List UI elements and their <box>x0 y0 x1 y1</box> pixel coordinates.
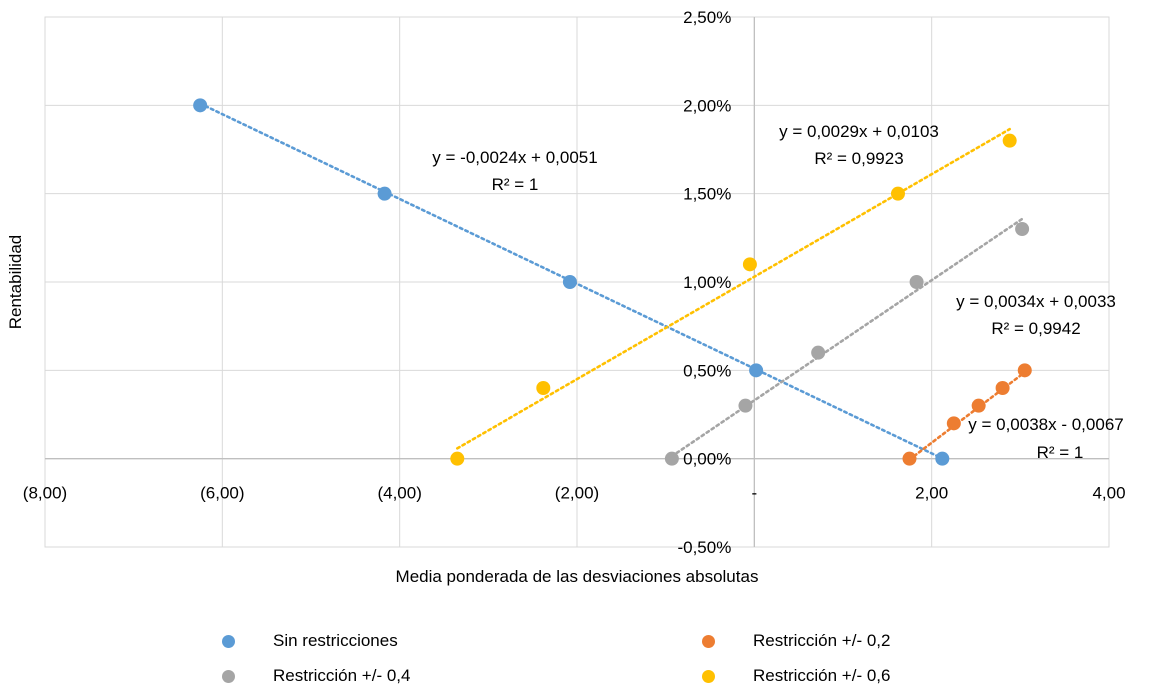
trendline-2 <box>670 217 1024 458</box>
data-point-2 <box>909 275 924 289</box>
x-axis-title: Media ponderada de las desviaciones abso… <box>396 567 759 586</box>
data-point-0 <box>377 186 392 201</box>
trendline-r2: R² = 1 <box>492 175 539 194</box>
y-tick-label: -0,50% <box>677 538 731 557</box>
data-point-0 <box>193 98 208 113</box>
trendline-equation: y = -0,0024x + 0,0051 <box>432 148 597 167</box>
trendline-r2: R² = 1 <box>1037 443 1084 462</box>
data-point-3 <box>742 257 757 272</box>
data-point-1 <box>1017 363 1032 378</box>
data-point-0 <box>935 451 950 466</box>
trendline-equation: y = 0,0034x + 0,0033 <box>956 292 1116 311</box>
legend-item-restriccion-02: Restricción +/- 0,2 <box>702 631 890 651</box>
trendline-equation: y = 0,0038x - 0,0067 <box>968 415 1123 434</box>
trendline-r2: R² = 0,9923 <box>814 149 903 168</box>
data-point-1 <box>995 381 1010 395</box>
y-tick-label: 0,00% <box>683 450 731 469</box>
data-point-2 <box>664 451 679 466</box>
legend-marker-icon <box>702 634 715 648</box>
legend-label: Sin restricciones <box>273 631 398 650</box>
legend-item-sin-restricciones: Sin restricciones <box>222 631 398 651</box>
grid <box>44 16 1110 548</box>
trendline-r2: R² = 0,9942 <box>991 319 1080 338</box>
data-point-1 <box>971 398 986 413</box>
data-point-3 <box>890 186 905 201</box>
data-point-3 <box>536 381 551 395</box>
trendline-3 <box>455 127 1011 450</box>
data-point-2 <box>738 398 753 413</box>
y-axis-title: Rentabilidad <box>6 235 25 330</box>
legend-label: Restricción +/- 0,2 <box>753 631 891 650</box>
data-point-1 <box>946 416 961 431</box>
data-point-2 <box>811 345 826 360</box>
legend-item-restriccion-06: Restricción +/- 0,6 <box>702 666 890 686</box>
data-point-0 <box>562 275 577 289</box>
trendline-equation: y = 0,0029x + 0,0103 <box>779 122 939 141</box>
legend-item-restriccion-04: Restricción +/- 0,4 <box>222 666 410 686</box>
y-tick-label: 1,50% <box>683 185 731 204</box>
y-tick-label: 1,00% <box>683 273 731 292</box>
data-point-0 <box>749 363 764 378</box>
x-tick-label: (8,00) <box>23 484 67 503</box>
y-tick-label: 2,00% <box>683 96 731 115</box>
x-tick-label: (4,00) <box>377 484 421 503</box>
x-tick-label: 2,00 <box>915 484 948 503</box>
x-tick-label: (2,00) <box>555 484 599 503</box>
x-tick-label: 4,00 <box>1092 484 1125 503</box>
data-point-3 <box>450 451 465 466</box>
x-tick-label: (6,00) <box>200 484 244 503</box>
data-point-1 <box>902 451 917 466</box>
legend: Sin restricciones Restricción +/- 0,2 Re… <box>0 631 1166 685</box>
labels: (8,00) (6,00) (4,00) (2,00) - 2,00 4,00 -0,50% 0… <box>23 8 1126 557</box>
y-tick-label: 2,50% <box>683 8 731 27</box>
legend-label: Restricción +/- 0,4 <box>273 666 411 685</box>
axes <box>45 17 1109 547</box>
data-point-2 <box>1015 222 1030 236</box>
y-tick-label: 0,50% <box>683 361 731 380</box>
legend-marker-icon <box>222 669 235 683</box>
data-point-3 <box>1002 133 1017 148</box>
legend-marker-icon <box>702 669 715 683</box>
legend-marker-icon <box>222 634 235 648</box>
x-tick-label: - <box>751 484 757 503</box>
data-points <box>193 98 1032 466</box>
legend-label: Restricción +/- 0,6 <box>753 666 891 685</box>
scatter-chart: (8,00) (6,00) (4,00) (2,00) - 2,00 4,00 -0,50% 0… <box>6 8 1126 586</box>
